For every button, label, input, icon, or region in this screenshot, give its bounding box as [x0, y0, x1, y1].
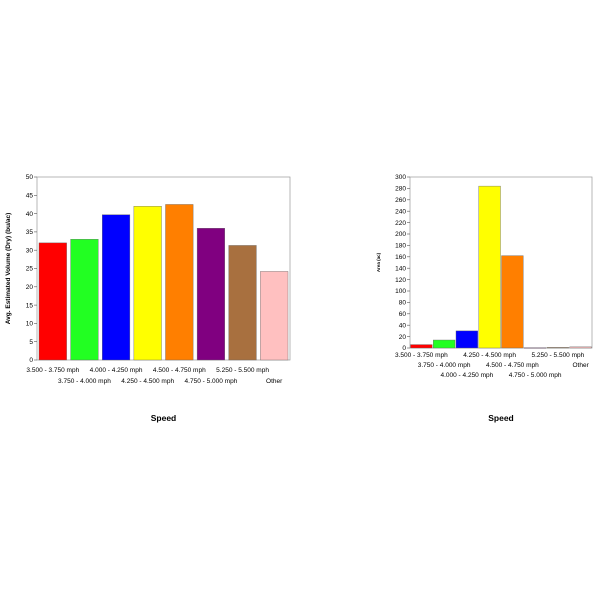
y-tick-label: 60 — [399, 311, 407, 318]
y-tick-label: 45 — [26, 193, 34, 200]
bar-3 — [455, 330, 478, 349]
y-tick-label: 180 — [395, 243, 406, 250]
bar-8 — [569, 346, 592, 349]
x-axis-label: Speed — [488, 413, 514, 423]
y-tick-label: 300 — [395, 174, 406, 181]
x-tick-label: 5.250 - 5.500 mph — [531, 352, 584, 359]
bar-4 — [478, 185, 501, 349]
bar-7 — [546, 347, 569, 349]
bar-6 — [524, 347, 547, 349]
bar-7 — [228, 245, 257, 361]
chart-avg-volume: 0 5 10 15 20 25 30 35 40 45 50 Avg. Estimated Volum… — [5, 174, 291, 423]
x-tick-label: 4.000 - 4.250 mph — [90, 367, 143, 374]
y-tick-label: 15 — [26, 302, 34, 309]
y-tick-label: 160 — [395, 254, 406, 261]
bar-1 — [38, 242, 67, 361]
y-tick-label: 35 — [26, 229, 34, 236]
bar-1 — [410, 344, 433, 349]
y-tick-label: 5 — [29, 339, 33, 346]
y-tick-label: 220 — [395, 220, 406, 227]
y-tick-label: 240 — [395, 208, 406, 215]
x-tick-label: 4.250 - 4.500 mph — [463, 352, 516, 359]
x-tick-label: 3.750 - 4.000 mph — [58, 378, 111, 385]
y-axis-label: Avg. Estimated Volume (Dry) (bu/ac) — [5, 213, 12, 325]
x-tick-label: Other — [266, 378, 283, 385]
y-tick-label: 20 — [26, 284, 34, 291]
x-tick-label: 3.750 - 4.000 mph — [418, 362, 471, 369]
y-tick-label: 25 — [26, 266, 34, 273]
y-tick-label: 100 — [395, 288, 406, 295]
chart-area: 0 20 40 60 80 100 120 140 160 180 200 220 240 260 280 3… — [376, 174, 593, 423]
y-tick-label: 0 — [29, 357, 33, 364]
y-tick-label: 120 — [395, 277, 406, 284]
x-tick-label: Other — [572, 362, 589, 369]
y-tick-label: 0 — [402, 345, 406, 352]
x-tick-label: 3.500 - 3.750 mph — [395, 352, 448, 359]
y-tick-label: 30 — [26, 247, 34, 254]
y-tick-label: 260 — [395, 197, 406, 204]
plot-frame — [409, 176, 593, 349]
y-tick-label: 40 — [26, 211, 34, 218]
y-tick-label: 20 — [399, 334, 407, 341]
x-axis-label: Speed — [151, 413, 177, 423]
bar-6 — [196, 228, 225, 361]
bar-3 — [102, 214, 131, 361]
y-tick-label: 200 — [395, 231, 406, 238]
bar-5 — [165, 204, 194, 361]
y-tick-label: 280 — [395, 186, 406, 193]
bar-4 — [133, 206, 162, 361]
y-axis-label: Area (ac) — [376, 252, 381, 272]
x-tick-label: 4.500 - 4.750 mph — [153, 367, 206, 374]
x-tick-label: 4.500 - 4.750 mph — [486, 362, 539, 369]
bar-5 — [501, 255, 524, 349]
y-tick-label: 80 — [399, 300, 407, 307]
x-tick-label: 3.500 - 3.750 mph — [26, 367, 79, 374]
x-tick-label: 5.250 - 5.500 mph — [216, 367, 269, 374]
bar-8 — [260, 271, 289, 361]
x-tick-label: 4.250 - 4.500 mph — [121, 378, 174, 385]
bar-2 — [433, 339, 456, 349]
bar-2 — [70, 239, 99, 361]
y-tick-label: 50 — [26, 174, 34, 181]
y-tick-label: 40 — [399, 322, 407, 329]
y-tick-label: 140 — [395, 265, 406, 272]
x-tick-label: 4.750 - 5.000 mph — [509, 372, 562, 379]
x-tick-label: 4.750 - 5.000 mph — [185, 378, 238, 385]
y-tick-label: 10 — [26, 321, 34, 328]
x-tick-label: 4.000 - 4.250 mph — [440, 372, 493, 379]
